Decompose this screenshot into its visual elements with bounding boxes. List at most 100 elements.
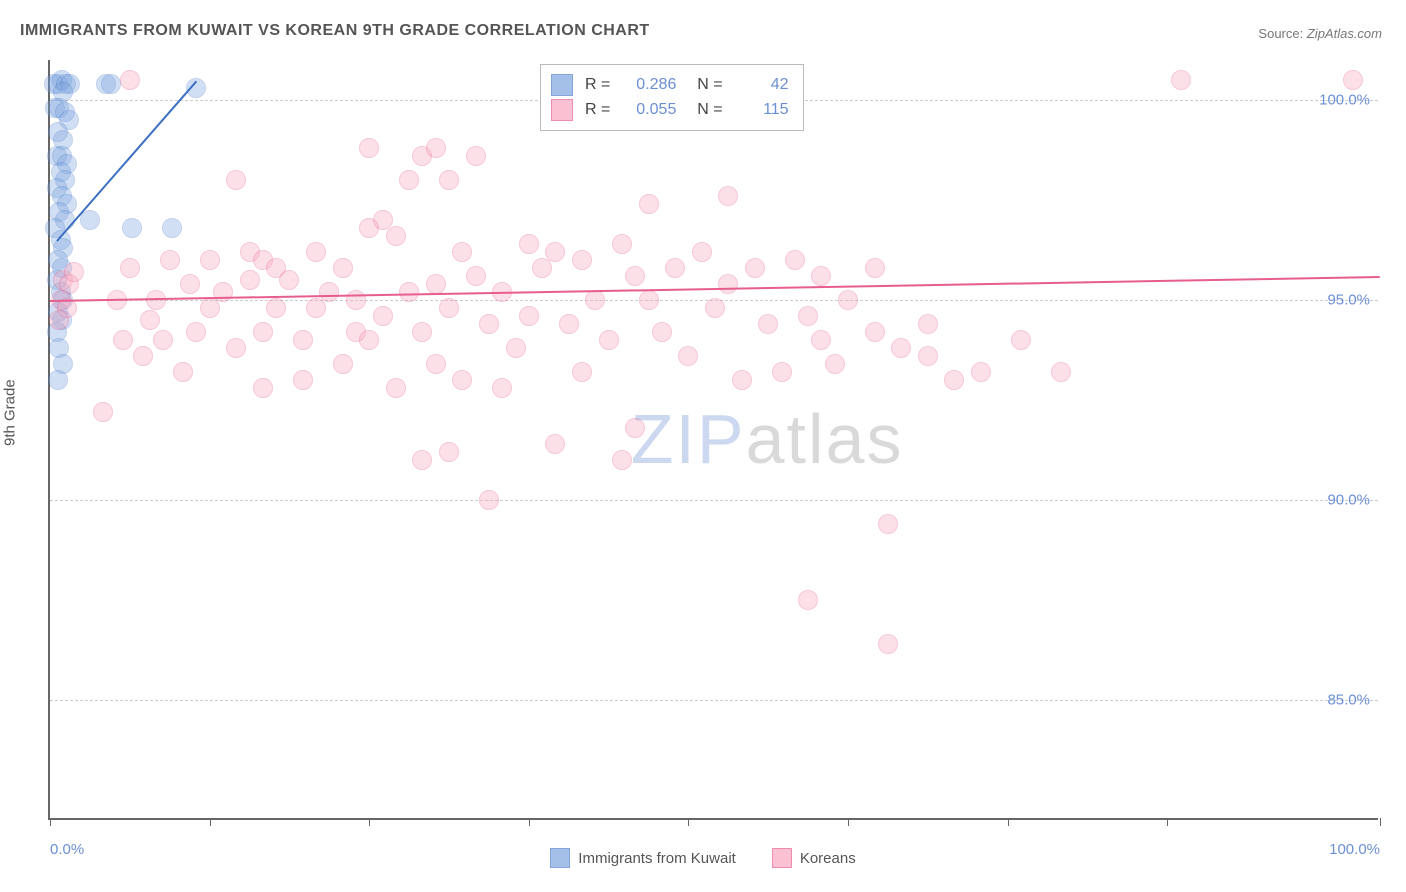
data-point: [532, 258, 552, 278]
source-attribution: Source: ZipAtlas.com: [1258, 26, 1382, 41]
data-point: [466, 266, 486, 286]
y-axis-label: 9th Grade: [2, 379, 19, 446]
data-point: [625, 418, 645, 438]
data-point: [200, 298, 220, 318]
y-tick-label: 95.0%: [1327, 292, 1370, 309]
data-point: [122, 218, 142, 238]
data-point: [426, 138, 446, 158]
data-point: [346, 290, 366, 310]
data-point: [878, 514, 898, 534]
data-point: [386, 378, 406, 398]
data-point: [120, 70, 140, 90]
data-point: [64, 262, 84, 282]
data-point: [918, 346, 938, 366]
data-point: [639, 194, 659, 214]
data-point: [266, 298, 286, 318]
data-point: [599, 330, 619, 350]
data-point: [479, 490, 499, 510]
data-point: [173, 362, 193, 382]
data-point: [758, 314, 778, 334]
data-point: [519, 306, 539, 326]
data-point: [825, 354, 845, 374]
gridline: [50, 500, 1378, 501]
data-point: [399, 282, 419, 302]
data-point: [678, 346, 698, 366]
data-point: [306, 298, 326, 318]
data-point: [293, 370, 313, 390]
data-point: [293, 330, 313, 350]
gridline: [50, 700, 1378, 701]
y-tick-label: 90.0%: [1327, 492, 1370, 509]
legend-n-value: 42: [735, 76, 789, 94]
data-point: [426, 354, 446, 374]
legend-n-value: 115: [735, 101, 789, 119]
data-point: [466, 146, 486, 166]
legend-r-label: R =: [585, 101, 610, 119]
data-point: [878, 634, 898, 654]
data-point: [492, 378, 512, 398]
x-tick: [369, 818, 370, 826]
x-tick: [688, 818, 689, 826]
data-point: [705, 298, 725, 318]
series-legend-label: Koreans: [800, 850, 856, 867]
data-point: [944, 370, 964, 390]
data-point: [785, 250, 805, 270]
data-point: [971, 362, 991, 382]
data-point: [625, 266, 645, 286]
x-tick: [848, 818, 849, 826]
data-point: [80, 210, 100, 230]
data-point: [1171, 70, 1191, 90]
data-point: [772, 362, 792, 382]
data-point: [639, 290, 659, 310]
data-point: [49, 310, 69, 330]
watermark-part2: atlas: [746, 400, 904, 478]
data-point: [113, 330, 133, 350]
data-point: [359, 330, 379, 350]
data-point: [101, 74, 121, 94]
data-point: [798, 306, 818, 326]
data-point: [319, 282, 339, 302]
data-point: [1011, 330, 1031, 350]
watermark-part1: ZIP: [631, 400, 746, 478]
data-point: [918, 314, 938, 334]
data-point: [439, 170, 459, 190]
x-tick: [529, 818, 530, 826]
y-tick-label: 85.0%: [1327, 692, 1370, 709]
data-point: [519, 234, 539, 254]
data-point: [559, 314, 579, 334]
data-point: [838, 290, 858, 310]
data-point: [718, 274, 738, 294]
data-point: [572, 362, 592, 382]
x-tick: [1380, 818, 1381, 826]
x-tick: [1167, 818, 1168, 826]
data-point: [412, 322, 432, 342]
series-legend-label: Immigrants from Kuwait: [578, 850, 736, 867]
chart-title: IMMIGRANTS FROM KUWAIT VS KOREAN 9TH GRA…: [20, 22, 650, 40]
data-point: [153, 330, 173, 350]
data-point: [386, 226, 406, 246]
data-point: [452, 370, 472, 390]
data-point: [253, 322, 273, 342]
data-point: [891, 338, 911, 358]
x-tick: [50, 818, 51, 826]
data-point: [652, 322, 672, 342]
x-tick: [210, 818, 211, 826]
legend-r-label: R =: [585, 76, 610, 94]
legend-n-label: N =: [688, 76, 722, 94]
legend-swatch: [772, 848, 792, 868]
data-point: [572, 250, 592, 270]
data-point: [120, 258, 140, 278]
data-point: [279, 270, 299, 290]
data-point: [452, 242, 472, 262]
source-label: Source:: [1258, 26, 1303, 41]
data-point: [93, 402, 113, 422]
data-point: [160, 250, 180, 270]
data-point: [479, 314, 499, 334]
correlation-legend: R =0.286 N =42R =0.055 N =115: [540, 64, 804, 131]
data-point: [506, 338, 526, 358]
data-point: [373, 306, 393, 326]
data-point: [226, 170, 246, 190]
data-point: [665, 258, 685, 278]
data-point: [745, 258, 765, 278]
data-point: [180, 274, 200, 294]
